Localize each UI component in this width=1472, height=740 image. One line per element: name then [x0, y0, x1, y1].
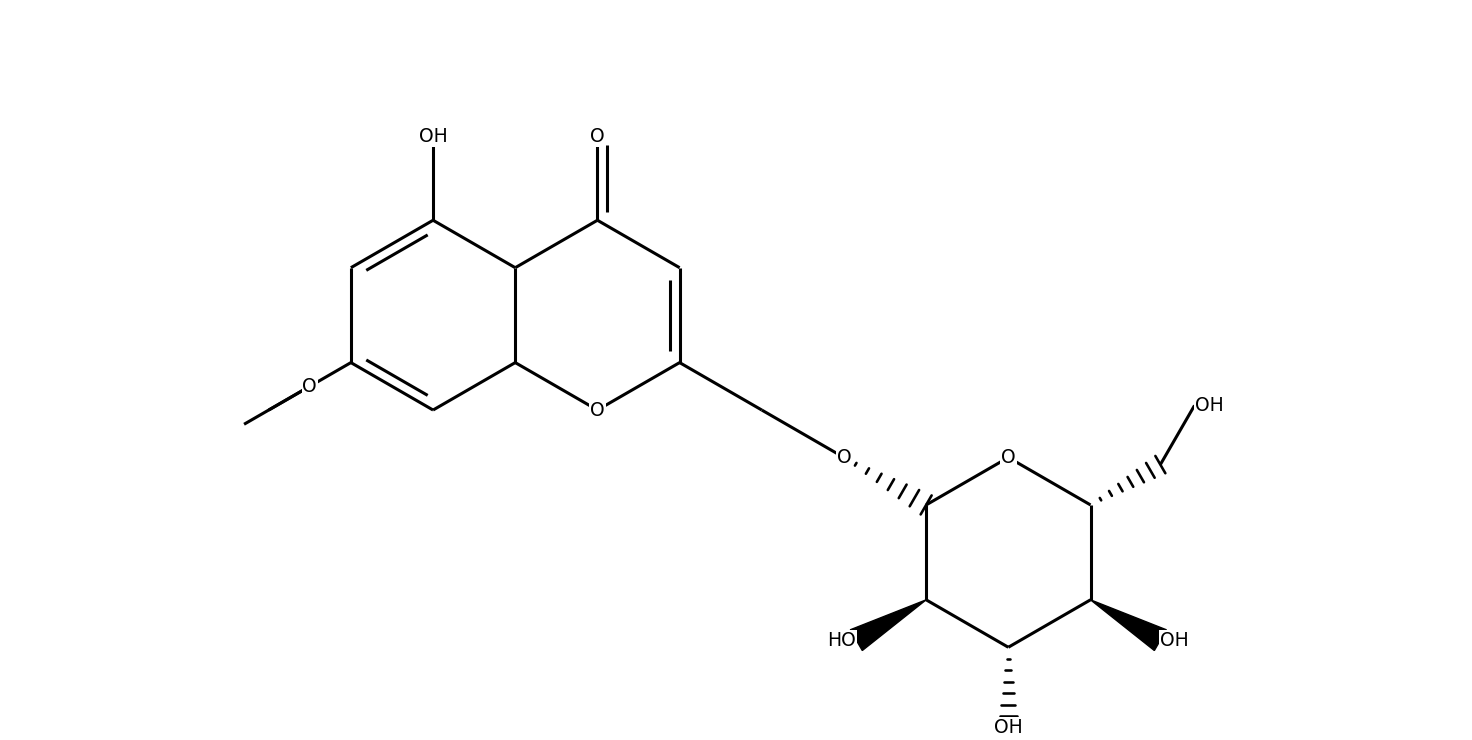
Text: O: O: [590, 400, 605, 420]
Text: OH: OH: [418, 127, 447, 147]
Polygon shape: [1091, 600, 1166, 650]
Text: O: O: [836, 448, 851, 467]
Text: OH: OH: [1194, 396, 1223, 415]
Text: O: O: [302, 377, 316, 396]
Text: OH: OH: [994, 719, 1023, 738]
Text: O: O: [1001, 448, 1016, 467]
Text: HO: HO: [827, 630, 857, 650]
Text: O: O: [590, 127, 605, 147]
Text: OH: OH: [1160, 630, 1189, 650]
Polygon shape: [851, 600, 926, 650]
